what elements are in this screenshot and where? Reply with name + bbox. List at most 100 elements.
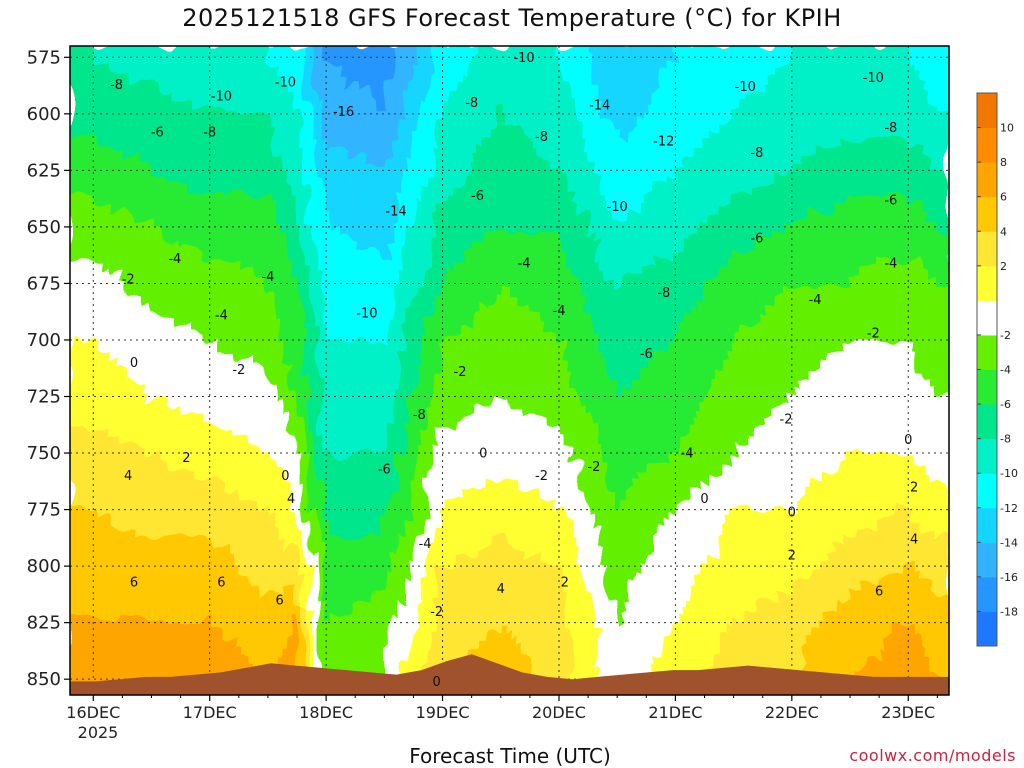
temp-cell [257, 351, 264, 362]
temp-cell [362, 323, 370, 334]
temp-cell [292, 397, 300, 409]
temp-cell [479, 166, 487, 177]
temp-cell [92, 295, 100, 307]
temp-cell [450, 240, 458, 251]
temp-cell [204, 73, 212, 84]
temp-cell [467, 203, 475, 214]
temp-cell [356, 184, 364, 195]
temp-cell [485, 193, 493, 205]
temp-cell [333, 147, 341, 158]
temp-cell [327, 444, 335, 455]
temp-cell [198, 46, 206, 56]
temp-cell [426, 360, 434, 371]
temp-cell [374, 564, 382, 575]
temp-cell [122, 657, 130, 668]
temp-cell [473, 82, 481, 93]
temp-cell [139, 193, 147, 205]
temp-cell [456, 360, 464, 371]
temp-cell [116, 305, 124, 316]
temp-cell [403, 138, 411, 149]
temp-cell [245, 156, 253, 168]
temp-cell [87, 101, 94, 112]
temp-cell [385, 555, 393, 566]
temp-cell [233, 221, 241, 232]
temp-cell [227, 638, 235, 650]
temp-cell [344, 277, 352, 288]
temp-cell [221, 601, 229, 613]
temp-cell [122, 360, 130, 371]
temp-cell [262, 638, 270, 650]
temp-cell [157, 286, 165, 297]
temp-cell [333, 91, 341, 103]
temp-cell [426, 166, 434, 177]
temp-cell [204, 434, 212, 446]
temp-cell [397, 128, 405, 140]
temp-cell [473, 286, 481, 297]
temp-cell [432, 110, 440, 121]
temp-cell [403, 212, 411, 223]
temp-cell [292, 462, 300, 473]
temp-cell [303, 629, 311, 640]
temp-cell [344, 110, 352, 121]
temp-cell [110, 138, 118, 149]
temp-cell [374, 166, 382, 177]
temp-cell [426, 101, 434, 112]
temp-cell [122, 295, 130, 307]
temp-cell [473, 434, 481, 446]
temp-cell [133, 212, 141, 223]
temp-cell [98, 527, 106, 538]
temp-cell [456, 295, 464, 307]
temp-cell [391, 295, 399, 307]
temp-cell [292, 323, 300, 334]
temp-cell [339, 397, 346, 409]
temp-cell [286, 407, 294, 418]
temp-cell [473, 351, 481, 362]
temp-cell [233, 638, 241, 650]
temp-cell [163, 166, 171, 177]
temp-cell [333, 46, 341, 56]
temp-cell [221, 518, 229, 529]
temp-cell [110, 573, 118, 585]
temp-cell [274, 490, 282, 501]
temp-cell [403, 230, 411, 242]
temp-cell [233, 295, 241, 307]
temp-cell [333, 230, 341, 242]
temp-cell [198, 444, 206, 455]
temp-cell [421, 277, 428, 288]
temp-cell [169, 629, 176, 640]
temp-cell [356, 499, 364, 511]
temp-cell [245, 416, 253, 427]
temp-cell [257, 230, 264, 242]
temp-cell [98, 666, 106, 677]
temp-cell [450, 453, 458, 464]
temp-cell [210, 305, 217, 316]
temp-cell [467, 305, 475, 316]
temp-cell [438, 620, 446, 631]
temp-cell [198, 342, 206, 353]
temp-cell [151, 240, 159, 251]
temp-cell [350, 258, 358, 270]
temp-cell [268, 370, 276, 381]
temp-cell [303, 611, 311, 622]
temp-cell [110, 286, 118, 297]
temp-cell [210, 388, 217, 399]
temp-cell [426, 286, 434, 297]
temp-cell [87, 675, 94, 687]
temp-cell [122, 416, 130, 427]
temp-cell [380, 286, 387, 297]
temp-cell [216, 360, 223, 371]
temp-cell [356, 212, 364, 223]
temp-cell [438, 46, 446, 56]
temp-cell [274, 564, 282, 575]
temp-cell [257, 249, 264, 260]
temp-cell [327, 268, 335, 279]
temp-cell [467, 444, 475, 455]
temp-cell [309, 490, 317, 501]
temp-cell [479, 462, 487, 473]
temp-cell [169, 379, 176, 390]
temp-cell [456, 462, 464, 473]
temp-cell [70, 110, 77, 121]
temp-cell [391, 444, 399, 455]
temp-cell [479, 73, 487, 84]
temp-cell [122, 249, 130, 260]
